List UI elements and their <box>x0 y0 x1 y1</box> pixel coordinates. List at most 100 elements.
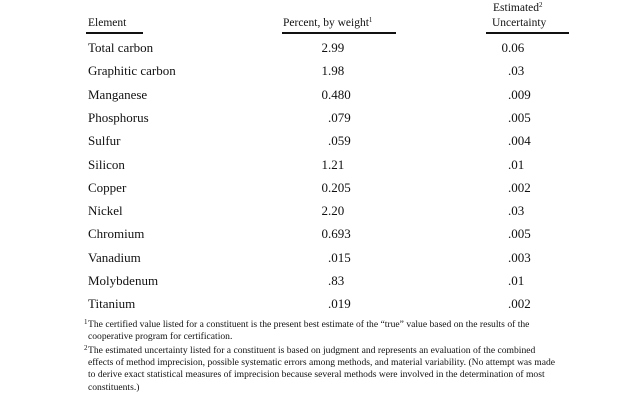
uncertainty-frac: .005 <box>508 226 531 242</box>
percent-frac: .079 <box>328 109 351 125</box>
footnote: 2 The estimated uncertainty listed for a … <box>84 344 558 394</box>
table-row: Molybdenum .83 .01 <box>0 272 643 290</box>
uncertainty-frac: .009 <box>508 86 531 102</box>
percent-value: 0.693 <box>308 225 351 243</box>
table-row: Phosphorus .079 .005 <box>0 109 643 127</box>
table-row: Chromium 0.693 .005 <box>0 225 643 243</box>
percent-frac: .98 <box>328 63 345 79</box>
header-uncertainty-text2: Uncertainty <box>492 17 547 29</box>
uncertainty-value: .004 <box>488 132 531 150</box>
table-row: Nickel 2.20 .03 <box>0 202 643 220</box>
table-row: Graphitic carbon 1.98 .03 <box>0 62 643 80</box>
element-name: Vanadium <box>88 249 141 265</box>
footnote-ref: 2 <box>539 1 543 9</box>
table-row: Silicon 1.21 .01 <box>0 156 643 174</box>
uncertainty-value: .005 <box>488 109 531 127</box>
uncertainty-value: .03 <box>488 202 524 220</box>
uncertainty-frac: .01 <box>508 273 525 288</box>
percent-int: 1 <box>321 63 329 79</box>
percent-int <box>308 249 328 267</box>
percent-value: 0.205 <box>308 179 351 197</box>
uncertainty-value: .003 <box>488 249 531 267</box>
uncertainty-frac: .004 <box>508 133 531 149</box>
uncertainty-int <box>488 109 508 127</box>
element-name: Silicon <box>88 156 125 172</box>
element-name: Chromium <box>88 226 145 242</box>
uncertainty-value: .009 <box>488 86 531 104</box>
element-name: Sulfur <box>88 133 121 149</box>
percent-int <box>308 132 328 150</box>
uncertainty-value: 0.06 <box>488 39 525 57</box>
percent-int: 2 <box>321 203 329 219</box>
percent-value: 1.21 <box>308 156 345 174</box>
uncertainty-value: .005 <box>488 225 531 243</box>
percent-int: 0 <box>321 226 329 242</box>
table-row: Copper 0.205 .002 <box>0 179 643 197</box>
footnote-ref: 1 <box>368 16 373 24</box>
uncertainty-int <box>488 272 508 290</box>
element-name: Phosphorus <box>88 109 149 125</box>
uncertainty-frac: .01 <box>508 156 525 172</box>
percent-value: .079 <box>308 109 351 127</box>
header-uncertainty-line1: Estimated2 <box>493 1 543 15</box>
footnote-mark: 1 <box>84 318 88 326</box>
percent-frac: .015 <box>328 249 351 265</box>
percent-frac: .693 <box>328 226 351 242</box>
footnote-text: The estimated uncertainty listed for a c… <box>88 345 556 393</box>
uncertainty-int <box>488 202 508 220</box>
uncertainty-frac: .002 <box>508 296 531 312</box>
percent-int <box>308 295 328 313</box>
percent-frac: .059 <box>328 133 351 149</box>
uncertainty-int <box>488 156 508 174</box>
table-row: Vanadium .015 .003 <box>0 249 643 267</box>
percent-int <box>308 109 328 127</box>
percent-value: 2.99 <box>308 39 345 57</box>
header-uncertainty-text1: Estimated <box>493 2 539 14</box>
element-name: Copper <box>88 179 127 195</box>
percent-value: .83 <box>308 272 344 290</box>
uncertainty-frac: .002 <box>508 179 531 195</box>
header-underline <box>86 32 143 34</box>
percent-int: 0 <box>321 86 329 102</box>
table-row: Total carbon 2.99 0.06 <box>0 39 643 57</box>
percent-value: 2.20 <box>308 202 345 220</box>
uncertainty-int <box>488 295 508 313</box>
header-uncertainty-line2: Uncertainty <box>492 17 546 30</box>
percent-int: 2 <box>321 40 329 55</box>
percent-value: 0.480 <box>308 86 351 104</box>
table-row: Sulfur .059 .004 <box>0 132 643 150</box>
percent-value: 1.98 <box>308 62 345 80</box>
header-element: Element <box>88 17 126 30</box>
footnote-text: The certified value listed for a constit… <box>88 319 530 343</box>
footnote: 1 The certified value listed for a consti… <box>84 318 558 343</box>
percent-frac: .83 <box>328 273 345 288</box>
percent-int <box>308 272 328 290</box>
percent-frac: .205 <box>328 179 351 195</box>
element-name: Molybdenum <box>88 273 159 288</box>
header-percent-text: Percent, by weight <box>283 17 369 29</box>
uncertainty-int <box>488 225 508 243</box>
percent-int: 0 <box>321 179 329 195</box>
percent-frac: .21 <box>328 156 345 172</box>
uncertainty-value: .01 <box>488 272 524 290</box>
uncertainty-int <box>488 62 508 80</box>
percent-value: .019 <box>308 295 351 313</box>
uncertainty-frac: .003 <box>508 249 531 265</box>
element-name: Graphitic carbon <box>88 63 176 79</box>
header-underline <box>486 32 569 34</box>
element-name: Nickel <box>88 203 123 219</box>
percent-value: .015 <box>308 249 351 267</box>
header-percent: Percent, by weight1 <box>283 16 373 30</box>
table-row: Manganese 0.480 .009 <box>0 86 643 104</box>
header-underline <box>282 32 396 34</box>
uncertainty-int: 0 <box>501 40 509 55</box>
element-name: Manganese <box>88 86 148 102</box>
uncertainty-int <box>488 179 508 197</box>
uncertainty-value: .01 <box>488 156 524 174</box>
element-name: Titanium <box>88 296 136 312</box>
percent-frac: .019 <box>328 296 351 312</box>
uncertainty-frac: .03 <box>508 203 525 219</box>
percent-frac: .99 <box>328 40 345 55</box>
uncertainty-value: .002 <box>488 295 531 313</box>
